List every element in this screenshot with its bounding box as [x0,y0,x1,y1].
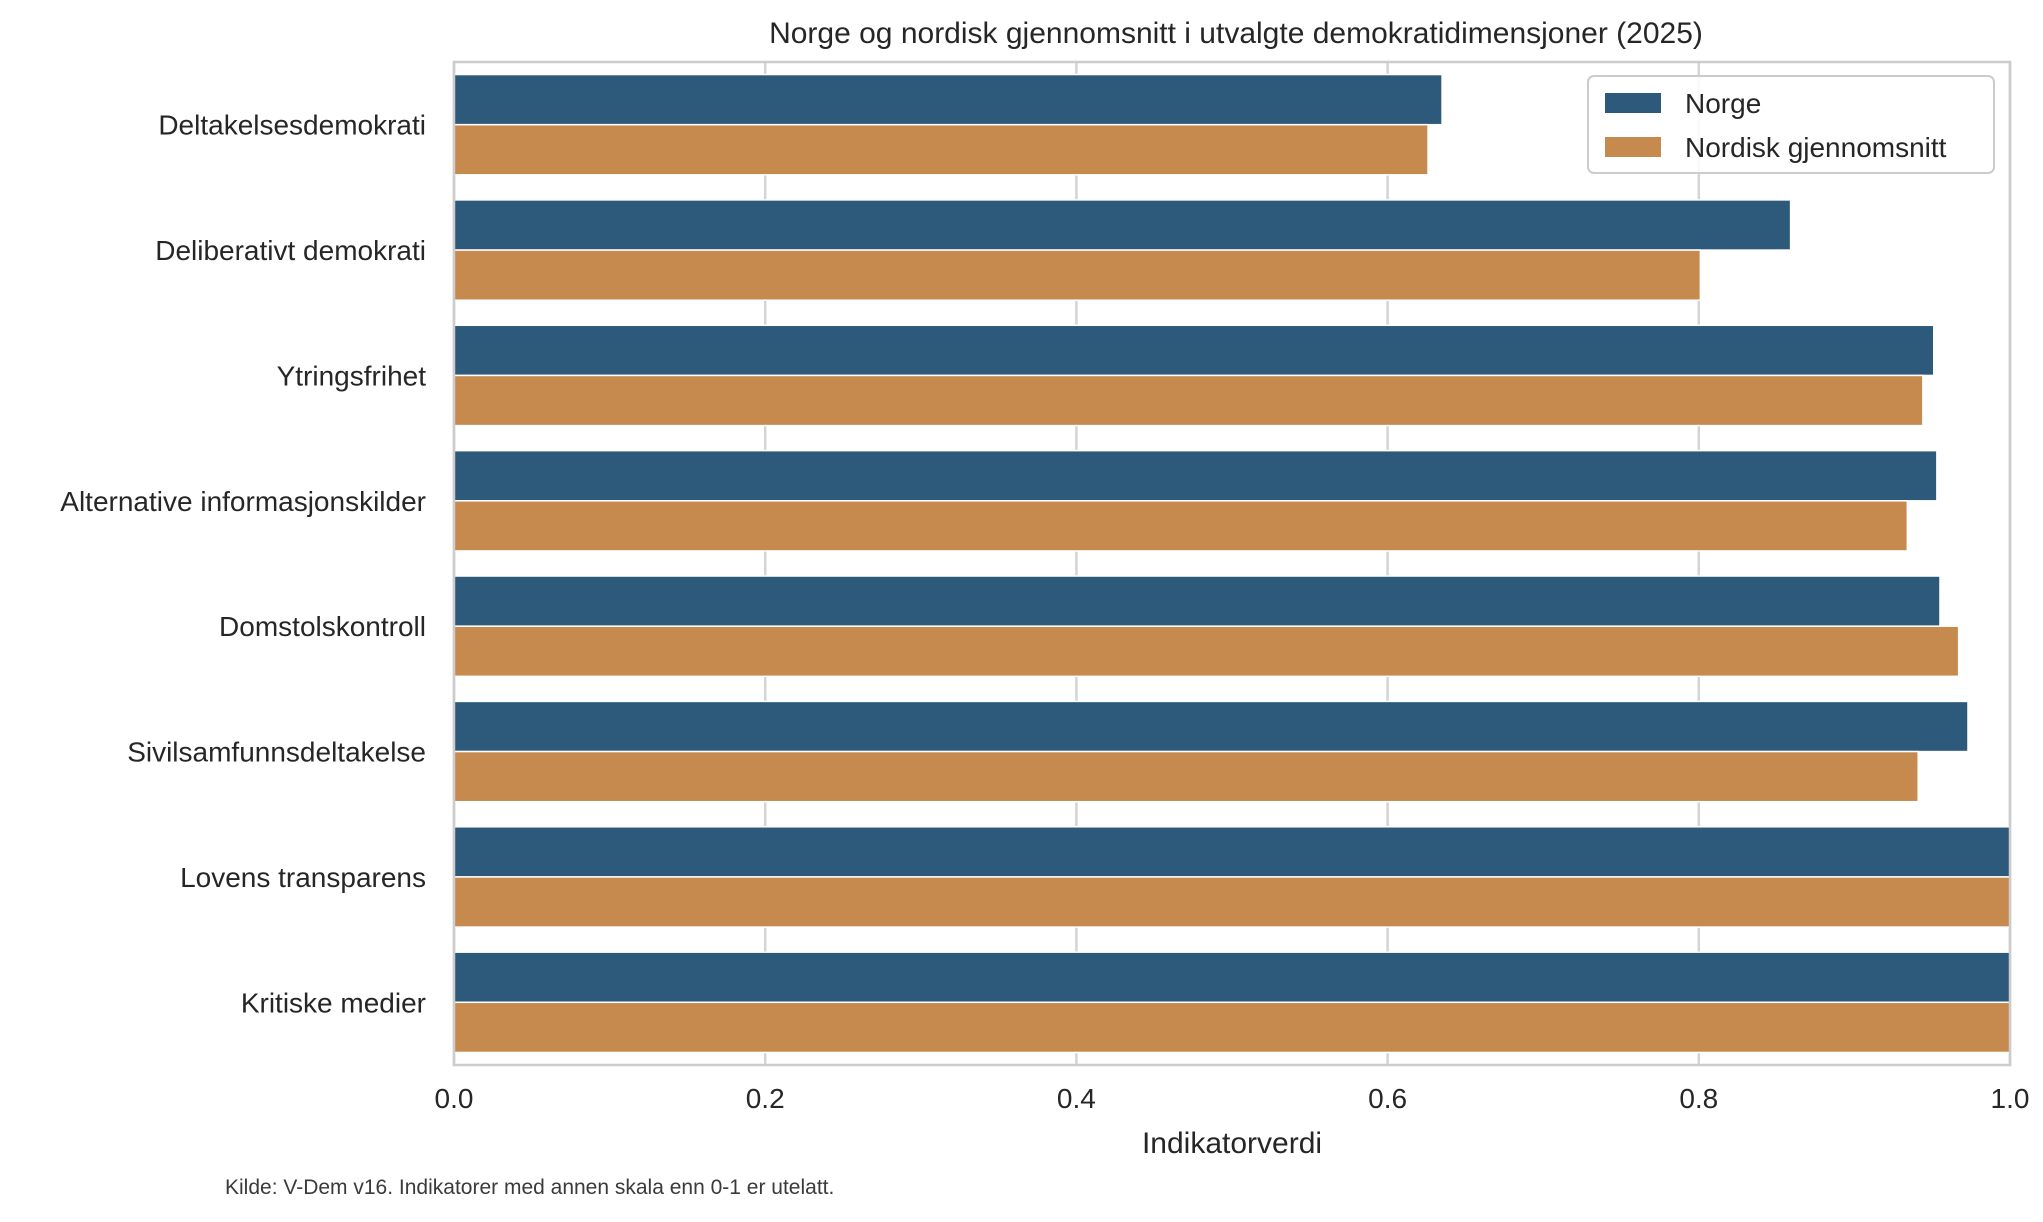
bar-nordisk-6 [453,876,2011,928]
bar-nordisk-4 [453,625,1960,678]
category-label: Deltakelsesdemokrati [158,110,426,141]
bar-nordisk-5 [453,750,1919,803]
x-tick-label: 1.0 [1991,1083,2030,1114]
bar-norge-7 [453,951,2011,1004]
bar-norge-0 [453,73,1443,126]
bar-norge-5 [453,700,1969,753]
legend-label: Norge [1685,88,1761,119]
category-label: Lovens transparens [180,862,426,893]
bars-layer [453,73,2011,1054]
legend-swatch [1605,137,1661,157]
category-label: Alternative informasjonskilder [60,486,426,517]
chart-title: Norge og nordisk gjennomsnitt i utvalgte… [769,17,1703,50]
plot-frame [452,60,2012,1067]
category-label: Domstolskontroll [219,611,426,642]
bar-norge-3 [453,449,1938,502]
legend: Norge Nordisk gjennomsnitt [1587,75,1995,174]
category-label: Ytringsfrihet [277,360,427,391]
category-label: Kritiske medier [241,987,426,1018]
legend-swatch [1605,93,1661,113]
bar-norge-4 [453,575,1941,627]
legend-box [1587,75,1995,174]
bar-nordisk-3 [453,500,1909,552]
x-tick-label: 0.6 [1368,1083,1407,1114]
x-tick-label: 0.8 [1679,1083,1718,1114]
bar-nordisk-2 [453,374,1924,427]
bar-norge-1 [453,199,1792,251]
category-label: Sivilsamfunnsdeltakelse [127,737,426,768]
legend-label: Nordisk gjennomsnitt [1685,132,1947,163]
x-tick-label: 0.0 [435,1083,474,1114]
bar-nordisk-1 [453,249,1702,301]
category-labels: Deltakelsesdemokrati Deliberativt demokra… [60,110,426,1019]
bar-norge-6 [453,826,2011,878]
category-label: Deliberativt demokrati [155,235,426,266]
x-tick-label: 0.4 [1057,1083,1096,1114]
bar-nordisk-0 [453,123,1429,176]
bar-nordisk-7 [453,1001,2011,1054]
x-tick-labels: 0.0 0.2 0.4 0.6 0.8 1.0 [435,1083,2030,1114]
source-footnote: Kilde: V-Dem v16. Indikatorer med annen … [225,1176,834,1199]
bar-norge-2 [453,324,1935,377]
x-axis-label: Indikatorverdi [1142,1127,1322,1160]
x-tick-label: 0.2 [746,1083,785,1114]
